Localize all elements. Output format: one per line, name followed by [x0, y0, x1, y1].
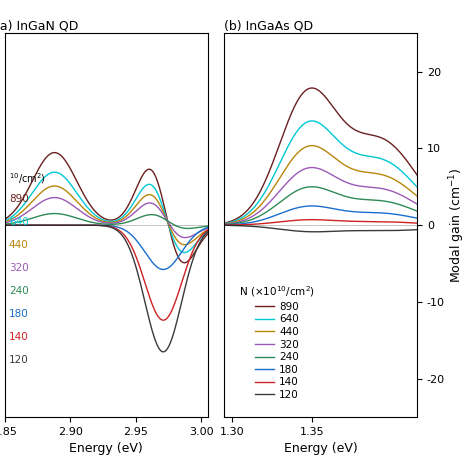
Text: 440: 440	[9, 240, 28, 250]
X-axis label: Energy (eV): Energy (eV)	[283, 442, 357, 456]
120	[244, 223, 249, 229]
120	[321, 229, 327, 235]
320	[321, 168, 327, 173]
140	[325, 217, 331, 223]
Text: 640: 640	[9, 217, 28, 227]
140	[218, 222, 223, 228]
120	[284, 227, 290, 233]
Line: 240: 240	[220, 187, 417, 225]
240	[284, 194, 290, 200]
440	[284, 164, 290, 170]
120	[251, 224, 256, 229]
890	[244, 208, 249, 214]
890	[414, 172, 420, 178]
890	[325, 98, 331, 103]
Line: 180: 180	[220, 206, 417, 225]
240	[414, 208, 420, 214]
Line: 320: 320	[220, 167, 417, 225]
180	[284, 208, 290, 214]
120	[414, 227, 420, 233]
240	[321, 186, 327, 191]
440	[321, 147, 327, 153]
640	[218, 221, 223, 227]
640	[414, 184, 420, 190]
320	[309, 164, 315, 170]
140	[251, 221, 256, 227]
440	[414, 193, 420, 199]
120	[325, 228, 331, 234]
Y-axis label: Modal gain (cm$^{-1}$): Modal gain (cm$^{-1}$)	[448, 167, 467, 283]
Line: 140: 140	[220, 219, 417, 225]
240	[244, 219, 249, 224]
140	[309, 217, 315, 222]
Text: 320: 320	[9, 263, 28, 273]
890	[303, 88, 309, 93]
120	[303, 229, 309, 235]
320	[303, 166, 309, 172]
120	[218, 222, 223, 228]
640	[244, 212, 249, 218]
240	[218, 222, 223, 228]
140	[244, 222, 249, 228]
180	[218, 222, 223, 228]
Legend: 890, 640, 440, 320, 240, 180, 140, 120: 890, 640, 440, 320, 240, 180, 140, 120	[235, 280, 319, 404]
140	[321, 217, 327, 223]
320	[414, 201, 420, 207]
240	[325, 187, 331, 193]
440	[309, 143, 315, 148]
320	[284, 180, 290, 186]
Text: 240: 240	[9, 286, 28, 296]
180	[325, 205, 331, 210]
440	[303, 144, 309, 150]
180	[251, 219, 256, 225]
440	[325, 150, 331, 155]
640	[303, 120, 309, 126]
120	[312, 229, 318, 235]
890	[321, 92, 327, 98]
640	[325, 128, 331, 133]
180	[309, 203, 315, 209]
240	[303, 184, 309, 190]
240	[309, 184, 315, 190]
440	[251, 209, 256, 215]
320	[244, 217, 249, 222]
890	[284, 122, 290, 128]
Text: 140: 140	[9, 332, 28, 342]
640	[251, 205, 256, 211]
Text: 120: 120	[9, 356, 28, 365]
Text: $^{10}$/cm$^2$): $^{10}$/cm$^2$)	[9, 172, 46, 186]
890	[218, 221, 223, 227]
640	[284, 146, 290, 152]
Line: 120: 120	[220, 225, 417, 232]
Line: 440: 440	[220, 146, 417, 224]
180	[244, 220, 249, 226]
Text: 890: 890	[9, 194, 28, 204]
320	[218, 222, 223, 228]
640	[309, 118, 315, 124]
Text: (a) InGaN QD: (a) InGaN QD	[0, 19, 78, 32]
180	[321, 204, 327, 210]
Text: (b) InGaAs QD: (b) InGaAs QD	[224, 19, 313, 32]
140	[303, 217, 309, 223]
140	[284, 219, 290, 224]
320	[325, 170, 331, 175]
140	[414, 220, 420, 226]
640	[321, 124, 327, 129]
320	[251, 213, 256, 219]
890	[309, 85, 315, 91]
440	[244, 214, 249, 220]
Text: 180: 180	[9, 310, 28, 319]
Line: 640: 640	[220, 121, 417, 224]
890	[251, 200, 256, 205]
180	[414, 215, 420, 221]
Line: 890: 890	[220, 88, 417, 224]
X-axis label: Energy (eV): Energy (eV)	[69, 442, 143, 456]
240	[251, 216, 256, 222]
180	[303, 203, 309, 209]
440	[218, 221, 223, 227]
